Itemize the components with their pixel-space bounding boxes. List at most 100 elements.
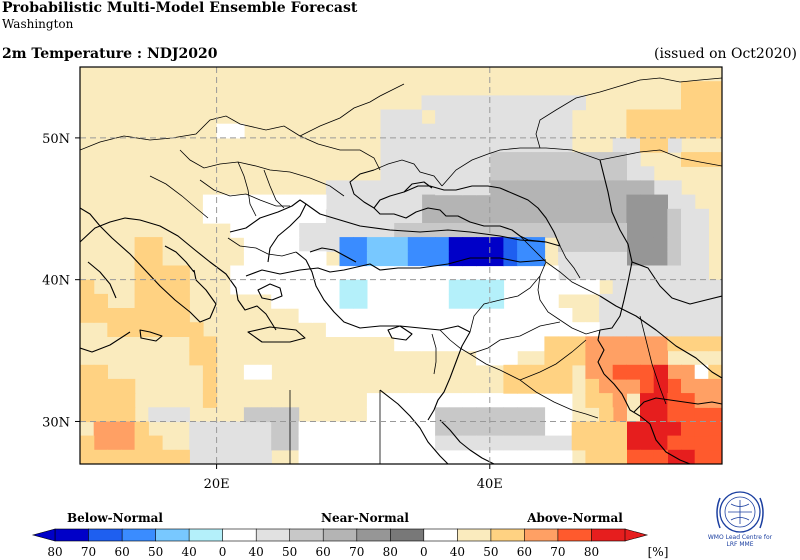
grid-cell: [544, 407, 559, 423]
grid-cell: [435, 435, 450, 451]
grid-cell: [230, 194, 245, 210]
grid-cell: [476, 407, 491, 423]
grid-cell: [599, 364, 614, 380]
grid-cell: [284, 407, 300, 423]
grid-cell: [503, 95, 518, 111]
grid-cell: [585, 378, 600, 394]
grid-cell: [394, 449, 409, 464]
legend-tick-label: 70: [349, 545, 365, 559]
grid-cell: [558, 265, 573, 281]
grid-cell: [503, 194, 518, 210]
grid-cell: [599, 194, 614, 210]
grid-cell: [380, 137, 395, 153]
grid-cell: [681, 279, 696, 295]
grid-cell: [421, 123, 436, 139]
grid-cell: [339, 293, 354, 309]
grid-cell: [476, 123, 491, 139]
grid-cell: [476, 265, 491, 281]
grid-cell: [599, 251, 614, 267]
grid-cell: [708, 308, 722, 323]
grid-cell: [489, 251, 505, 267]
grid-cell: [80, 279, 95, 295]
grid-cell: [107, 407, 122, 423]
grid-cell: [585, 421, 600, 437]
grid-cell: [517, 293, 532, 309]
grid-cell: [612, 180, 627, 196]
grid-cell: [407, 322, 423, 337]
legend-swatch: [155, 528, 190, 542]
grid-cell: [694, 95, 709, 111]
grid-cell: [681, 378, 696, 394]
grid-cell: [626, 166, 641, 182]
grid-cell: [435, 194, 450, 210]
grid-cell: [585, 393, 600, 408]
grid-cell: [530, 449, 546, 464]
grid-cell: [612, 265, 627, 281]
grid-cell: [585, 180, 600, 196]
grid-cell: [134, 308, 149, 323]
grid-cell: [353, 435, 368, 451]
grid-cell: [271, 251, 286, 267]
grid-cell: [612, 208, 627, 224]
grid-cell: [530, 208, 546, 224]
grid-cell: [694, 208, 709, 224]
grid-cell: [353, 322, 368, 337]
grid-cell: [517, 223, 532, 238]
grid-cell: [462, 293, 477, 309]
grid-cell: [640, 109, 655, 125]
grid-cell: [667, 279, 682, 295]
grid-cell: [435, 123, 450, 139]
grid-cell: [681, 435, 696, 451]
grid-cell: [599, 166, 614, 182]
grid-cell: [517, 449, 532, 464]
grid-cell: [626, 180, 641, 196]
grid-cell: [681, 95, 696, 111]
grid-cell: [80, 435, 95, 451]
grid-cell: [503, 137, 518, 153]
grid-cell: [503, 265, 518, 281]
grid-cell: [708, 421, 722, 437]
grid-cell: [681, 194, 696, 210]
legend-tick-label: 50: [483, 545, 499, 559]
grid-cell: [667, 137, 682, 153]
grid-cell: [571, 208, 586, 224]
grid-cell: [585, 322, 600, 337]
grid-cell: [558, 152, 573, 167]
grid-cell: [653, 237, 668, 252]
grid-cell: [148, 293, 163, 309]
grid-cell: [230, 123, 245, 139]
grid-cell: [571, 251, 586, 267]
grid-cell: [653, 336, 668, 352]
grid-cell: [271, 435, 286, 451]
grid-cell: [503, 378, 518, 394]
grid-cell: [530, 237, 546, 252]
legend-tick-label: 60: [114, 545, 130, 559]
grid-cell: [612, 279, 627, 295]
grid-cell: [653, 208, 668, 224]
grid-cell: [653, 251, 668, 267]
grid-cell: [517, 393, 532, 408]
grid-cell: [530, 123, 546, 139]
grid-cell: [489, 265, 505, 281]
grid-cell: [394, 279, 409, 295]
grid-cell: [626, 223, 641, 238]
legend-swatch: [591, 528, 626, 542]
grid-cell: [708, 123, 722, 139]
grid-cell: [448, 237, 464, 252]
grid-cell: [599, 208, 614, 224]
grid-cell: [558, 208, 573, 224]
grid-cell: [626, 322, 641, 337]
grid-cell: [394, 421, 409, 437]
grid-cell: [394, 393, 409, 408]
grid-cell: [599, 180, 614, 196]
grid-cell: [394, 194, 409, 210]
legend-unit: [%]: [647, 545, 669, 559]
grid-cell: [640, 194, 655, 210]
grid-cell: [544, 322, 559, 337]
grid-cell: [476, 237, 491, 252]
grid-cell: [517, 123, 532, 139]
grid-cell: [653, 322, 668, 337]
grid-cell: [202, 421, 218, 437]
grid-cell: [599, 336, 614, 352]
